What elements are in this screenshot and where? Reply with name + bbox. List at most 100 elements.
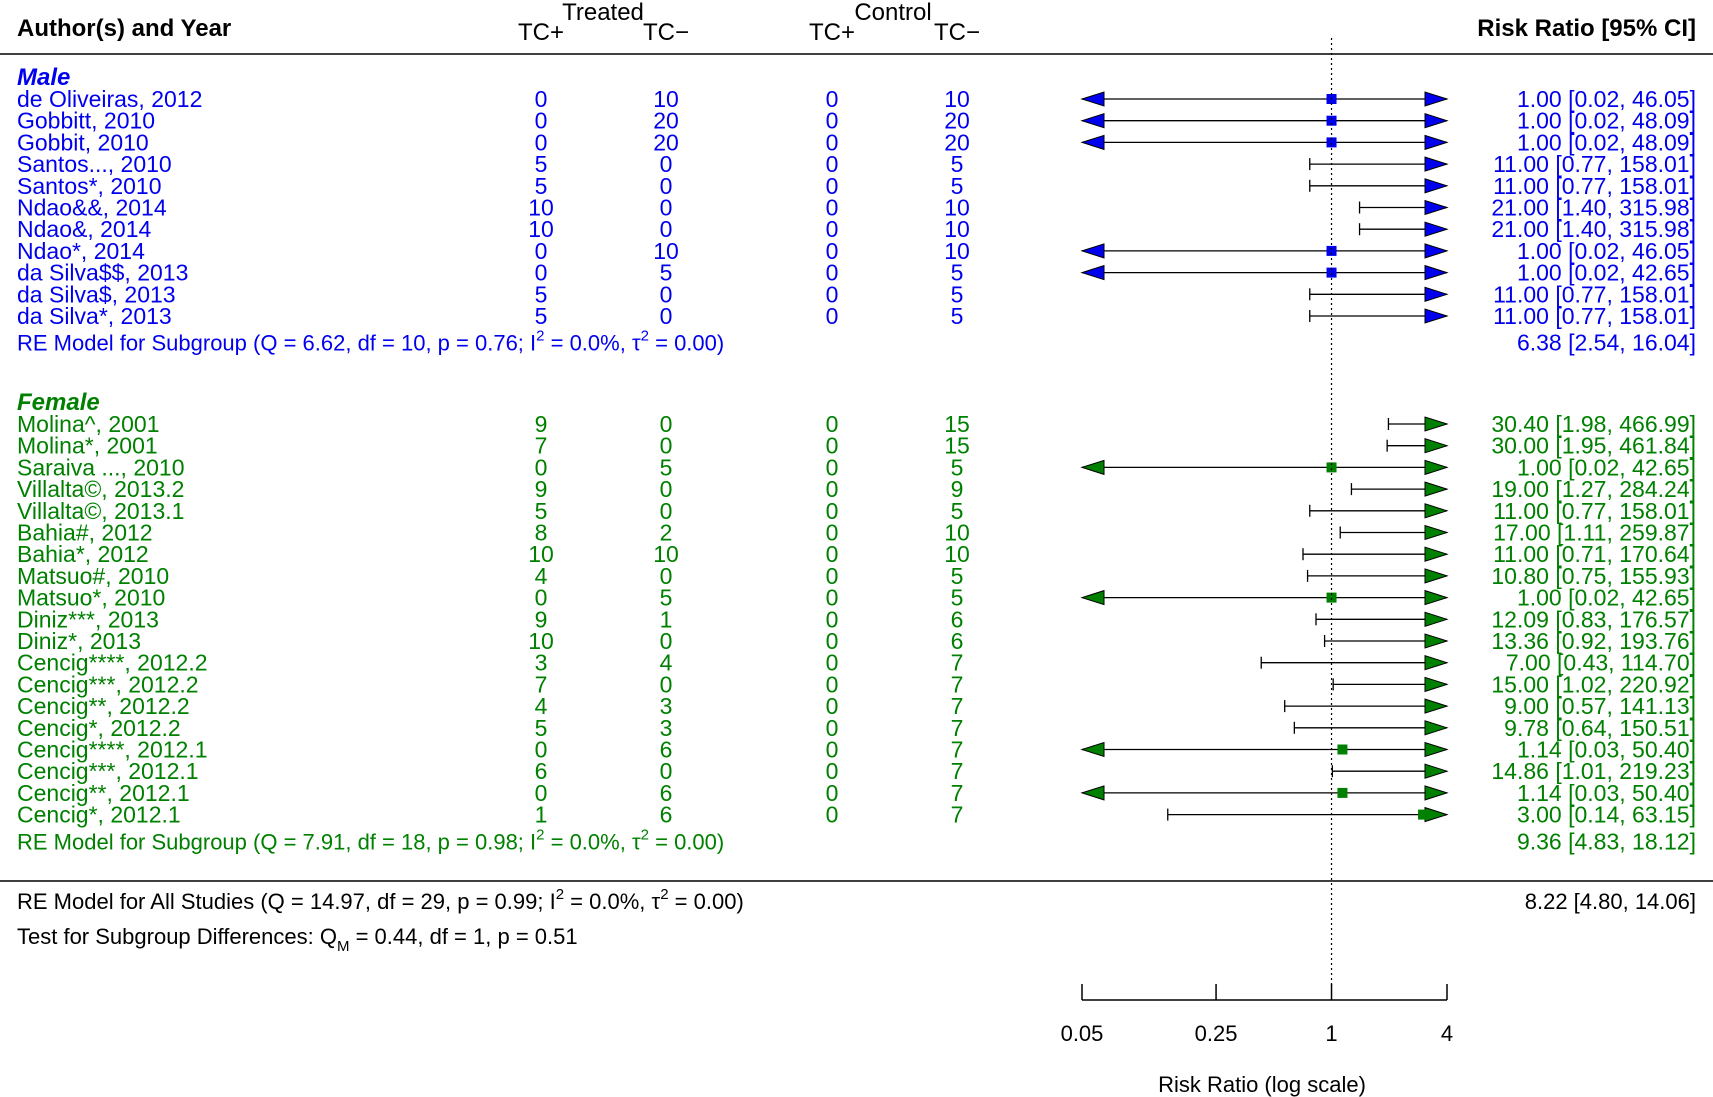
treated-tc-pos-value: 9: [535, 606, 548, 632]
control-tc-pos-value: 0: [826, 650, 839, 676]
control-tc-neg-value: 9: [951, 476, 964, 502]
treated-tc-pos-value: 7: [535, 433, 548, 459]
study-estimate-label: 17.00 [1.11, 259.87]: [1493, 520, 1696, 546]
control-tc-neg-value: 10: [944, 216, 970, 242]
control-tc-neg-value: 10: [944, 541, 970, 567]
ci-arrow-right: [1424, 720, 1449, 736]
ci-arrow-right: [1424, 264, 1449, 281]
control-tc-pos-value: 0: [826, 520, 839, 546]
treated-tc-neg-value: 20: [653, 129, 679, 155]
ci-arrow-right: [1424, 633, 1449, 649]
study-name: Villalta©, 2013.1: [17, 498, 184, 524]
study-estimate-label: 9.78 [0.64, 150.51]: [1504, 715, 1696, 741]
control-tc-pos-value: 0: [826, 238, 839, 264]
point-estimate: [1326, 115, 1337, 126]
control-tc-neg-value: 5: [951, 303, 964, 329]
treated-tc-neg-value: 0: [660, 411, 673, 437]
ci-arrow-left: [1080, 243, 1105, 259]
study-estimate-label: 3.00 [0.14, 63.15]: [1517, 802, 1696, 828]
treated-tc-neg-value: 0: [660, 281, 673, 307]
treated-tc-pos-value: 8: [535, 520, 548, 546]
study-name: Gobbit, 2010: [17, 129, 149, 155]
treated-tc-pos-value: 4: [535, 563, 548, 589]
ci-arrow-right: [1424, 611, 1449, 627]
subgroup-model-text: RE Model for Subgroup (Q = 6.62, df = 10…: [17, 328, 724, 356]
treated-tc-neg-value: 20: [653, 108, 679, 134]
treated-tc-pos-value: 0: [535, 129, 548, 155]
study-name: Santos..., 2010: [17, 151, 172, 177]
study-estimate-label: 1.00 [0.02, 48.09]: [1517, 108, 1696, 134]
study-name: da Silva$$, 2013: [17, 260, 188, 286]
ci-arrow-right: [1424, 785, 1449, 801]
treated-tc-pos-value: 0: [535, 108, 548, 134]
study-name: da Silva*, 2013: [17, 303, 172, 329]
study-name: Ndao*, 2014: [17, 238, 145, 264]
treated-tc-neg-value: 10: [653, 86, 679, 112]
study-name: Cencig***, 2012.1: [17, 758, 199, 784]
study-name: Villalta©, 2013.2: [17, 476, 184, 502]
treated-tc-neg-value: 5: [660, 454, 673, 480]
study-name: Cencig****, 2012.1: [17, 737, 208, 763]
control-tc-pos-value: 0: [826, 563, 839, 589]
study-estimate-label: 30.00 [1.95, 461.84]: [1491, 433, 1696, 459]
header-control-tc-pos: TC+: [809, 19, 855, 46]
treated-tc-neg-value: 0: [660, 433, 673, 459]
control-tc-pos-value: 0: [826, 216, 839, 242]
control-tc-pos-value: 0: [826, 86, 839, 112]
ci-arrow-right: [1424, 178, 1449, 194]
subgroup-estimate-label: 6.38 [2.54, 16.04]: [1517, 330, 1696, 356]
treated-tc-neg-value: 1: [660, 606, 673, 632]
x-axis-label: Risk Ratio (log scale): [1158, 1072, 1366, 1097]
ci-arrow-left: [1080, 459, 1105, 476]
control-tc-pos-value: 0: [826, 715, 839, 741]
treated-tc-pos-value: 4: [535, 693, 548, 719]
control-tc-pos-value: 0: [826, 411, 839, 437]
study-name: Matsuo#, 2010: [17, 563, 169, 589]
study-name: Bahia#, 2012: [17, 520, 153, 546]
study-estimate-label: 1.00 [0.02, 48.09]: [1517, 129, 1696, 155]
study-name: Gobbitt, 2010: [17, 108, 155, 134]
treated-tc-neg-value: 6: [660, 737, 673, 763]
subgroup-estimate-label: 9.36 [4.83, 18.12]: [1517, 828, 1696, 854]
subgroup-title-female: Female: [17, 389, 100, 416]
treated-tc-pos-value: 9: [535, 476, 548, 502]
treated-tc-pos-value: 0: [535, 238, 548, 264]
ci-arrow-right: [1424, 503, 1449, 519]
control-tc-neg-value: 20: [944, 129, 970, 155]
study-name: Diniz***, 2013: [17, 606, 159, 632]
study-estimate-label: 9.00 [0.57, 141.13]: [1504, 693, 1696, 719]
subgroup-test-text: Test for Subgroup Differences: QM = 0.44…: [17, 924, 578, 955]
study-name: Cencig**, 2012.1: [17, 780, 190, 806]
ci-arrow-right: [1424, 286, 1449, 302]
control-tc-neg-value: 7: [951, 802, 964, 828]
ci-arrow-right: [1424, 113, 1449, 129]
treated-tc-neg-value: 5: [660, 585, 673, 611]
control-tc-neg-value: 10: [944, 86, 970, 112]
study-estimate-label: 1.00 [0.02, 42.65]: [1517, 454, 1696, 480]
treated-tc-neg-value: 6: [660, 802, 673, 828]
study-name: Matsuo*, 2010: [17, 585, 165, 611]
control-tc-neg-value: 5: [951, 260, 964, 286]
control-tc-neg-value: 5: [951, 563, 964, 589]
treated-tc-neg-value: 10: [653, 541, 679, 567]
treated-tc-neg-value: 0: [660, 216, 673, 242]
treated-tc-pos-value: 7: [535, 671, 548, 697]
study-estimate-label: 7.00 [0.43, 114.70]: [1506, 650, 1696, 676]
control-tc-pos-value: 0: [826, 737, 839, 763]
control-tc-pos-value: 0: [826, 758, 839, 784]
ci-arrow-right: [1424, 568, 1449, 584]
overall-model-text: RE Model for All Studies (Q = 14.97, df …: [17, 886, 744, 914]
treated-tc-neg-value: 3: [660, 693, 673, 719]
study-name: Saraiva ..., 2010: [17, 454, 185, 480]
treated-tc-neg-value: 0: [660, 671, 673, 697]
control-tc-neg-value: 10: [944, 238, 970, 264]
treated-tc-neg-value: 0: [660, 303, 673, 329]
control-tc-pos-value: 0: [826, 173, 839, 199]
control-tc-pos-value: 0: [826, 498, 839, 524]
ci-arrow-right: [1424, 481, 1449, 497]
x-axis-tick-label: 1: [1325, 1021, 1337, 1046]
study-name: Cencig****, 2012.2: [17, 650, 208, 676]
header-control-tc-neg: TC−: [934, 19, 980, 46]
treated-tc-pos-value: 5: [535, 173, 548, 199]
treated-tc-pos-value: 0: [535, 585, 548, 611]
